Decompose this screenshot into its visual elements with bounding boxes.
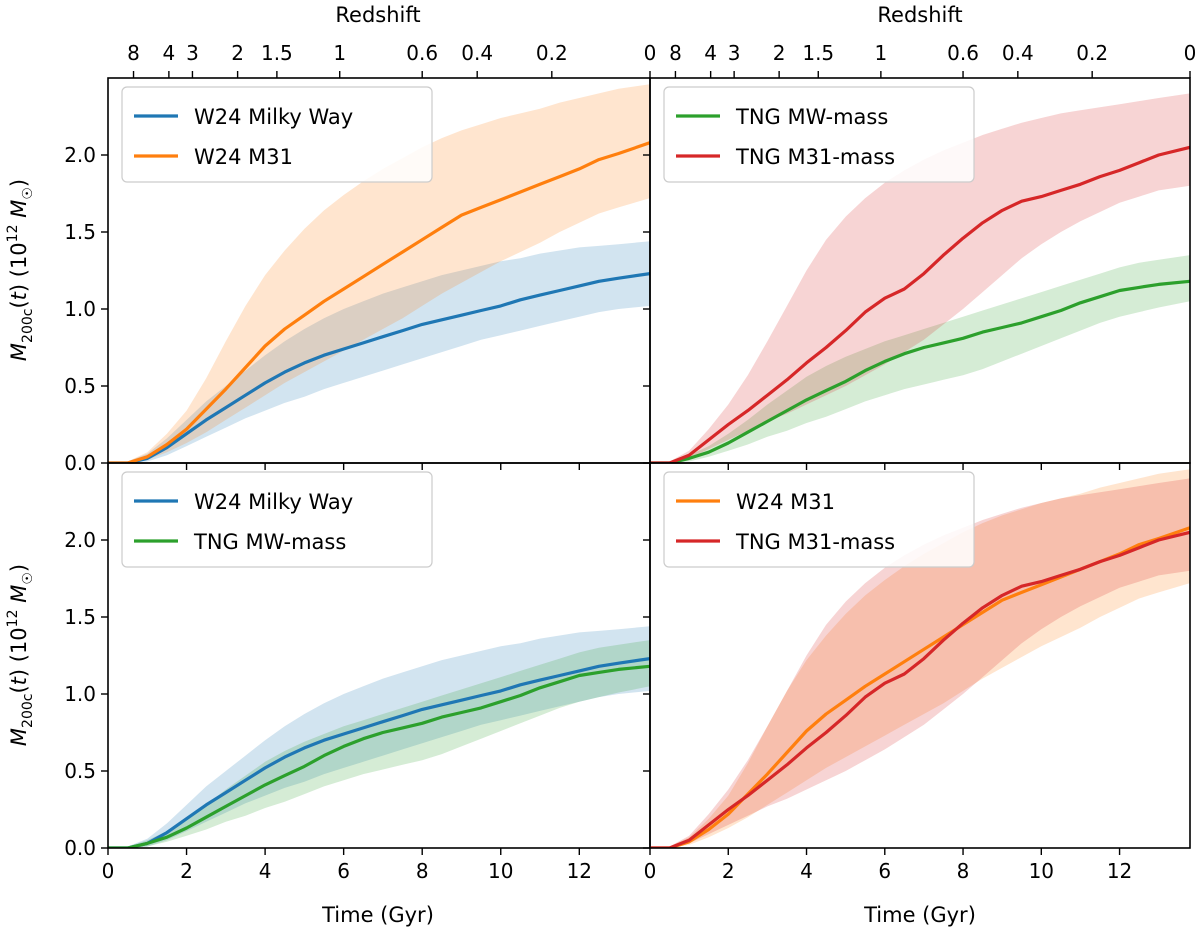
legend-label: W24 Milky Way <box>194 490 353 514</box>
line-tng_mw <box>650 279 1190 463</box>
legend-label: W24 M31 <box>736 490 835 514</box>
redshift-tick-label: 3 <box>728 41 741 65</box>
redshift-tick-label: 0.6 <box>947 41 979 65</box>
line-w24_m31 <box>108 141 650 463</box>
x-tick-label: 6 <box>337 859 350 883</box>
y-tick-label: 0.5 <box>64 374 96 398</box>
line-w24_mw <box>108 272 650 463</box>
y-tick-label: 1.5 <box>64 605 96 629</box>
legend-label: TNG M31-mass <box>735 145 895 169</box>
x-tick-label: 6 <box>878 859 891 883</box>
x-tick-label: 0 <box>102 859 115 883</box>
x-axis-title-right: Time (Gyr) <box>863 903 976 927</box>
x-tick-label: 2 <box>722 859 735 883</box>
redshift-tick-label: 0.2 <box>1076 41 1108 65</box>
legend-label: TNG MW-mass <box>735 105 888 129</box>
y-tick-label: 0.0 <box>64 451 96 475</box>
x-tick-label: 2 <box>180 859 193 883</box>
y-tick-label: 0.0 <box>64 836 96 860</box>
redshift-tick-label: 1 <box>333 41 346 65</box>
legend-box <box>121 86 433 183</box>
redshift-tick-label: 4 <box>163 41 176 65</box>
y-tick-label: 1.5 <box>64 220 96 244</box>
line-w24_mw <box>108 657 650 848</box>
redshift-tick-label: 0.4 <box>461 41 493 65</box>
x-tick-label: 4 <box>800 859 813 883</box>
y-axis-title-top: M200c(t) (1012 M☉) <box>5 179 36 361</box>
redshift-tick-label: 4 <box>704 41 717 65</box>
legend-label: W24 M31 <box>194 145 293 169</box>
y-axis-title-bottom: M200c(t) (1012 M☉) <box>5 564 36 746</box>
redshift-tick-label: 3 <box>186 41 199 65</box>
panel-frame <box>649 462 1191 849</box>
y-tick-label: 1.0 <box>64 682 96 706</box>
legend: W24 Milky Way TNG MW-mass <box>121 471 433 568</box>
plot-area <box>650 469 1190 848</box>
x-tick-label: 10 <box>1029 859 1054 883</box>
x-tick-label: 4 <box>259 859 272 883</box>
redshift-tick-label: 0 <box>644 41 657 65</box>
legend: TNG MW-mass TNG M31-mass <box>663 86 975 183</box>
panel-top-right: 8 4 3 2 1.5 1 0.6 0.4 0.2 0 TNG MW-mass TNG M31-mas… <box>643 41 1196 470</box>
panel-bottom-right: 0 2 4 6 8 10 12 W24 M31 TNG M31-mass <box>643 462 1191 883</box>
panel-bottom-left: 0 2 4 6 8 10 12 0.0 0.5 1.0 1.5 2.0 W24 Milky Way TNG… <box>64 462 651 883</box>
redshift-tick-label: 0.2 <box>536 41 568 65</box>
x-tick-label: 0 <box>644 859 657 883</box>
legend-label: TNG MW-mass <box>193 530 346 554</box>
plot-area <box>650 93 1190 463</box>
redshift-tick-label: 1.5 <box>802 41 834 65</box>
redshift-tick-label: 2 <box>773 41 786 65</box>
legend-box <box>663 86 975 183</box>
x-tick-label: 12 <box>1107 859 1132 883</box>
redshift-tick-label: 2 <box>231 41 244 65</box>
legend: W24 M31 TNG M31-mass <box>663 471 975 568</box>
legend-label: W24 Milky Way <box>194 105 353 129</box>
legend-box <box>663 471 975 568</box>
line-tng_mw <box>108 664 650 848</box>
legend: W24 Milky Way W24 M31 <box>121 86 433 183</box>
redshift-title-left: Redshift <box>335 3 420 27</box>
redshift-tick-label: 1 <box>875 41 888 65</box>
y-tick-label: 1.0 <box>64 297 96 321</box>
redshift-tick-label: 1.5 <box>261 41 293 65</box>
y-tick-label: 0.5 <box>64 759 96 783</box>
y-tick-label: 2.0 <box>64 143 96 167</box>
redshift-tick-label: 8 <box>127 41 140 65</box>
x-tick-label: 8 <box>416 859 429 883</box>
x-axis-title-left: Time (Gyr) <box>321 903 434 927</box>
legend-box <box>121 471 433 568</box>
band-w24_mw <box>108 241 650 463</box>
x-tick-label: 10 <box>488 859 513 883</box>
panel-top-left: 0.0 0.5 1.0 1.5 2.0 8 4 3 2 1.5 1 0.6 0.4 0.2 0 W24 Mil… <box>64 41 656 475</box>
x-tick-label: 12 <box>567 859 592 883</box>
x-tick-label: 8 <box>957 859 970 883</box>
line-tng_m31 <box>650 530 1190 848</box>
band-w24_mw <box>108 626 650 848</box>
plot-area <box>108 626 650 848</box>
plot-area <box>108 84 650 463</box>
redshift-tick-label: 8 <box>669 41 682 65</box>
redshift-tick-label: 0 <box>1184 41 1197 65</box>
redshift-tick-label: 0.4 <box>1002 41 1034 65</box>
redshift-tick-label: 0.6 <box>406 41 438 65</box>
y-tick-label: 2.0 <box>64 528 96 552</box>
redshift-title-right: Redshift <box>877 3 962 27</box>
line-tng_m31 <box>650 145 1190 463</box>
legend-label: TNG M31-mass <box>735 530 895 554</box>
